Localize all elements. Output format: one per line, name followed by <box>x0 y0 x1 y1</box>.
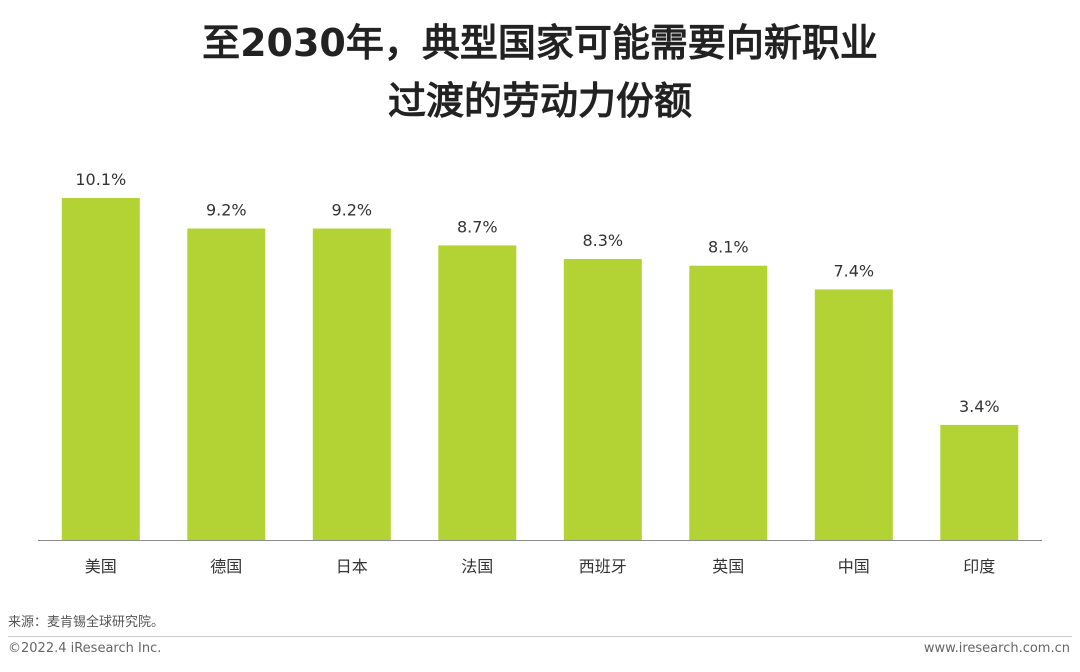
source-note: 来源：麦肯锡全球研究院。 <box>8 615 165 630</box>
bar-1 <box>187 228 266 540</box>
category-label-3: 法国 <box>461 557 493 576</box>
website-link[interactable]: www.iresearch.com.cn <box>923 641 1070 656</box>
bar-6 <box>814 289 893 540</box>
data-label-2: 9.2% <box>331 201 372 220</box>
bar-chart: 10.1% 美国 9.2% 德国 9.2% 日本 8.7% 法国 8.3% 西班牙 8.1% 英国 7.… <box>38 170 1042 576</box>
chart-title-line-1: 至2030年，典型国家可能需要向新职业 <box>202 21 878 65</box>
category-label-5: 英国 <box>712 557 744 576</box>
footer-divider <box>8 636 1072 637</box>
chart-title-line-2: 过渡的劳动力份额 <box>387 79 692 123</box>
bar-5 <box>689 265 768 540</box>
bar-0 <box>61 198 140 540</box>
data-label-3: 8.7% <box>457 217 498 236</box>
data-label-7: 3.4% <box>959 397 1000 416</box>
category-label-7: 印度 <box>963 557 995 576</box>
bar-3 <box>438 245 517 540</box>
data-label-1: 9.2% <box>206 201 247 220</box>
category-label-6: 中国 <box>838 557 870 576</box>
category-label-1: 德国 <box>210 557 242 576</box>
data-label-5: 8.1% <box>708 238 749 257</box>
bar-2 <box>312 228 391 540</box>
data-label-4: 8.3% <box>582 231 623 250</box>
chart-title: 至2030年，典型国家可能需要向新职业 过渡的劳动力份额 <box>0 14 1080 130</box>
data-label-0: 10.1% <box>75 170 126 189</box>
bar-4 <box>563 259 642 540</box>
category-label-0: 美国 <box>85 557 117 576</box>
category-label-2: 日本 <box>336 557 368 576</box>
copyright-text: ©2022.4 iResearch Inc. <box>8 641 162 656</box>
bar-7 <box>940 424 1019 540</box>
data-label-6: 7.4% <box>833 261 874 280</box>
category-label-4: 西班牙 <box>579 557 627 576</box>
